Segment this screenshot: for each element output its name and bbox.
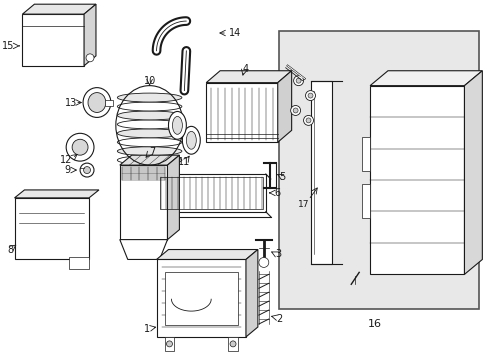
- Ellipse shape: [117, 111, 182, 120]
- Circle shape: [290, 105, 300, 116]
- Polygon shape: [120, 155, 179, 165]
- Circle shape: [296, 78, 301, 83]
- Text: 12: 12: [60, 155, 72, 165]
- Polygon shape: [464, 71, 481, 274]
- Text: 7: 7: [149, 147, 156, 157]
- Ellipse shape: [186, 131, 196, 149]
- Circle shape: [166, 341, 172, 347]
- Circle shape: [293, 76, 303, 86]
- Ellipse shape: [117, 156, 182, 165]
- Ellipse shape: [117, 147, 182, 156]
- Ellipse shape: [117, 93, 182, 102]
- Bar: [164, 337, 174, 351]
- Bar: [156, 174, 265, 212]
- Bar: [362, 136, 369, 171]
- Text: 17: 17: [297, 200, 309, 209]
- Circle shape: [83, 167, 90, 174]
- Text: 4: 4: [243, 64, 248, 74]
- Bar: [120, 165, 167, 240]
- Text: 10: 10: [143, 76, 155, 86]
- Polygon shape: [245, 249, 257, 337]
- Bar: [278, 31, 478, 309]
- Circle shape: [305, 91, 315, 100]
- Text: 3: 3: [275, 249, 281, 260]
- Bar: [15, 198, 89, 260]
- Bar: [69, 257, 89, 269]
- Polygon shape: [84, 4, 96, 66]
- Text: 13: 13: [65, 98, 77, 108]
- Ellipse shape: [182, 126, 200, 154]
- Ellipse shape: [66, 133, 94, 161]
- Polygon shape: [22, 4, 96, 14]
- Bar: [22, 14, 84, 66]
- Ellipse shape: [72, 139, 88, 155]
- Circle shape: [258, 257, 268, 267]
- Text: 8: 8: [7, 244, 14, 255]
- Bar: [159, 177, 263, 209]
- Bar: [164, 273, 238, 325]
- Polygon shape: [277, 71, 291, 142]
- Circle shape: [86, 54, 94, 62]
- Ellipse shape: [117, 138, 182, 147]
- Ellipse shape: [172, 116, 182, 134]
- Polygon shape: [156, 249, 257, 260]
- Bar: [227, 337, 238, 351]
- Circle shape: [307, 93, 312, 98]
- Polygon shape: [120, 240, 167, 260]
- Polygon shape: [206, 71, 291, 83]
- Text: 9: 9: [64, 165, 70, 175]
- Polygon shape: [369, 71, 481, 86]
- Polygon shape: [15, 190, 99, 198]
- Text: 16: 16: [367, 319, 381, 329]
- Bar: [369, 86, 464, 274]
- Bar: [362, 184, 369, 218]
- Ellipse shape: [83, 87, 111, 117]
- Ellipse shape: [117, 120, 182, 129]
- Polygon shape: [167, 155, 179, 240]
- Text: 6: 6: [274, 188, 280, 198]
- Circle shape: [305, 118, 310, 123]
- Bar: [206, 83, 277, 142]
- Ellipse shape: [88, 93, 106, 112]
- Circle shape: [292, 108, 298, 113]
- Circle shape: [303, 116, 313, 125]
- Text: 11: 11: [178, 157, 190, 167]
- Bar: [310, 81, 332, 265]
- Text: 1: 1: [143, 324, 149, 334]
- Text: 5: 5: [278, 172, 285, 182]
- Circle shape: [80, 163, 94, 177]
- Circle shape: [229, 341, 236, 347]
- Text: 15: 15: [2, 41, 15, 51]
- Text: 2: 2: [275, 314, 282, 324]
- Ellipse shape: [117, 129, 182, 138]
- Bar: [156, 260, 245, 337]
- Ellipse shape: [168, 112, 186, 139]
- Ellipse shape: [117, 102, 182, 111]
- Bar: [105, 100, 113, 105]
- Text: 14: 14: [228, 28, 241, 38]
